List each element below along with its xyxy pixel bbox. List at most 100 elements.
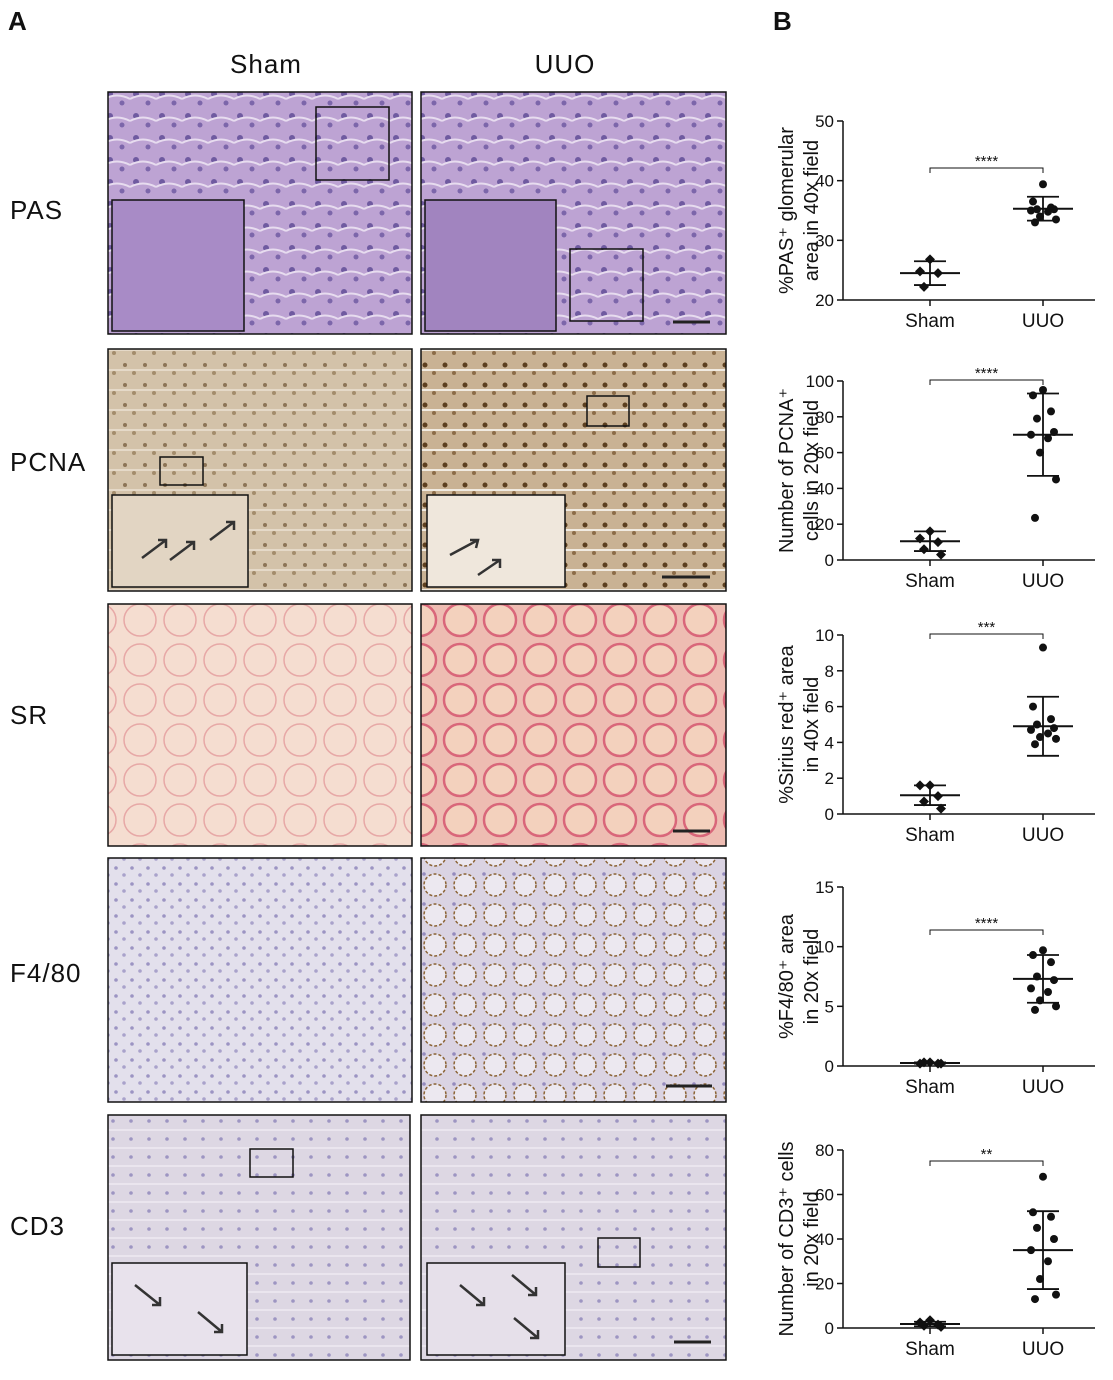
data-point (1052, 1002, 1060, 1011)
y-tick-label: 0 (825, 1319, 834, 1338)
y-axis-label: Number of CD3⁺ cells (776, 1141, 798, 1336)
significance-bracket (929, 167, 1044, 173)
y-tick-label: 0 (825, 1057, 834, 1076)
x-tick-label: UUO (1022, 311, 1064, 332)
arrow (209, 520, 236, 541)
data-point (1047, 407, 1055, 416)
y-tick-label: 8 (825, 662, 834, 681)
data-point (1033, 720, 1041, 729)
significance-label: **** (975, 153, 999, 170)
data-point (1036, 212, 1044, 221)
error-bar (914, 260, 946, 286)
significance-label: ** (981, 1146, 993, 1163)
y-tick-label: 30 (815, 231, 834, 250)
y-tick-label: 50 (815, 112, 834, 131)
arrow (511, 1274, 538, 1297)
x-tick-label: Sham (905, 825, 955, 846)
column-header: Sham (230, 49, 302, 79)
micrograph (420, 603, 727, 847)
significance-bracket (929, 1160, 1044, 1166)
arrow (169, 540, 196, 561)
inset (111, 199, 245, 332)
data-point (1047, 715, 1055, 724)
y-tick-label: 20 (815, 291, 834, 310)
arrow (134, 1284, 162, 1307)
y-tick-label: 4 (825, 733, 834, 752)
inset-box (569, 248, 644, 322)
data-point (1036, 1275, 1044, 1284)
data-point (919, 281, 929, 292)
error-bar (1027, 195, 1059, 222)
y-tick-label: 80 (815, 408, 834, 427)
micrograph (420, 857, 727, 1103)
x-tick-label: UUO (1022, 571, 1064, 592)
error-bar (914, 530, 946, 552)
data-point (1031, 513, 1039, 522)
data-point (1036, 448, 1044, 457)
data-point (1039, 385, 1047, 394)
y-tick-label: 20 (815, 515, 834, 534)
scale-bars (662, 320, 712, 1344)
data-point (919, 544, 929, 555)
y-axis-label: %Sirius red⁺ area (776, 644, 798, 803)
panel-label: B (773, 6, 792, 36)
data-point (1039, 946, 1047, 955)
data-point (1031, 1005, 1039, 1014)
data-point (1027, 984, 1035, 993)
row-label: PAS (10, 195, 63, 225)
data-point (1050, 724, 1058, 733)
data-point (1039, 1172, 1047, 1181)
error-bar (1027, 695, 1059, 757)
y-tick-label: 40 (815, 172, 834, 191)
x-tick-label: UUO (1022, 1077, 1064, 1098)
arrows (134, 520, 540, 1340)
data-point (1050, 1235, 1058, 1243)
row-label: SR (10, 700, 48, 730)
data-point (1044, 729, 1052, 738)
y-tick-label: 5 (825, 997, 834, 1016)
arrow (477, 558, 502, 577)
significance-label: **** (975, 365, 999, 382)
data-point (915, 266, 925, 277)
significance-bracket (929, 929, 1044, 935)
x-tick-label: Sham (905, 1077, 955, 1098)
y-tick-label: 40 (815, 1230, 834, 1249)
inset (111, 1262, 248, 1356)
y-axis-label: cells in 20x field (801, 400, 823, 541)
data-point (1044, 988, 1052, 997)
y-tick-label: 60 (815, 444, 834, 463)
data-point (1031, 218, 1039, 227)
panel-label: A (8, 6, 27, 36)
error-bar (914, 784, 946, 806)
y-tick-label: 0 (825, 551, 834, 570)
data-point (1036, 733, 1044, 742)
inset (426, 494, 566, 588)
error-bar (1027, 954, 1059, 1004)
data-point (1029, 197, 1037, 206)
x-tick-label: UUO (1022, 1339, 1064, 1360)
inset-box (315, 106, 390, 181)
data-point (1047, 1212, 1055, 1221)
x-tick-label: UUO (1022, 825, 1064, 846)
micrograph (107, 857, 413, 1103)
micrographs (107, 91, 727, 1361)
y-tick-label: 6 (825, 698, 834, 717)
significance-label: **** (975, 915, 999, 932)
y-axis-label: area in 40x field (801, 140, 823, 281)
x-tick-label: Sham (905, 571, 955, 592)
y-tick-label: 20 (815, 1275, 834, 1294)
y-tick-label: 80 (815, 1141, 834, 1160)
error-bar (1027, 1210, 1059, 1290)
row-label: CD3 (10, 1211, 65, 1241)
y-axis-label: %F4/80⁺ area (776, 913, 798, 1039)
inset (426, 1262, 566, 1356)
data-point (1044, 1257, 1052, 1266)
data-point (1033, 414, 1041, 423)
column-header: UUO (535, 49, 596, 79)
row-label: PCNA (10, 447, 86, 477)
inset-box (597, 1237, 641, 1268)
data-point (1027, 725, 1035, 734)
significance-bracket (929, 379, 1044, 385)
data-point (1029, 702, 1037, 711)
